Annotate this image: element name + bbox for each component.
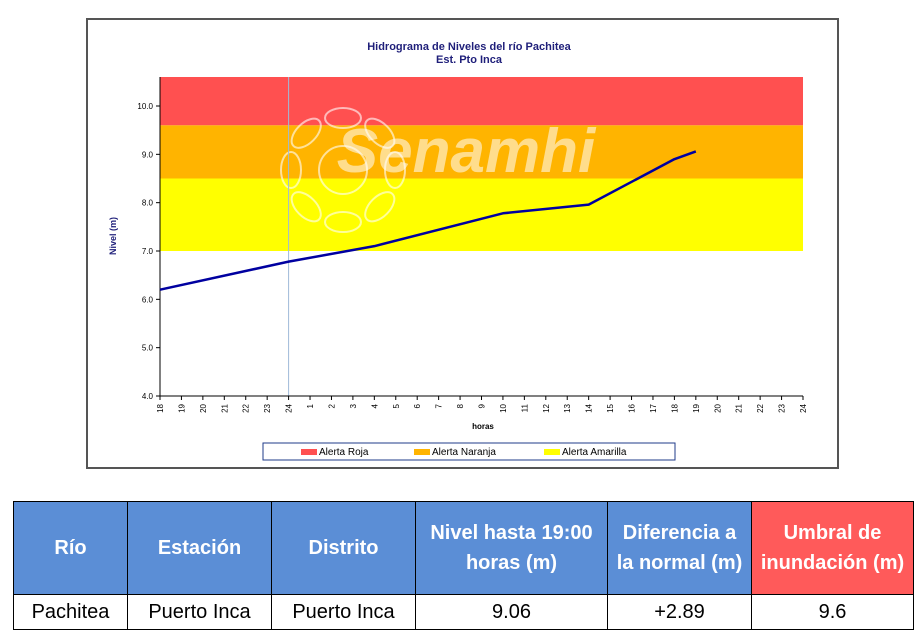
cell-flood-threshold: 9.6 xyxy=(751,594,914,630)
y-tick-label: 10.0 xyxy=(137,102,153,111)
x-tick-label: 19 xyxy=(177,403,186,412)
x-tick-label: 20 xyxy=(199,403,208,412)
y-tick-label: 8.0 xyxy=(142,199,154,208)
x-tick-label: 14 xyxy=(585,403,594,412)
y-tick-label: 7.0 xyxy=(142,247,154,256)
series-line-0 xyxy=(159,150,697,291)
logo-sun-ray xyxy=(290,191,322,223)
cell-river: Pachitea xyxy=(13,594,128,630)
x-tick-label: 20 xyxy=(713,403,722,412)
logo-sun-core xyxy=(318,145,368,195)
x-tick-label: 21 xyxy=(220,403,229,412)
logo-sun-ray xyxy=(290,117,322,149)
y-tick-label: 6.0 xyxy=(142,295,154,304)
x-tick-label: 6 xyxy=(413,403,422,408)
x-tick-label: 15 xyxy=(606,403,615,412)
legend-label-1: Alerta Naranja xyxy=(432,447,496,458)
header-difference: Diferencia a la normal (m) xyxy=(607,501,752,595)
chart-svg: Hidrograma de Niveles del río PachiteaEs… xyxy=(108,41,808,461)
alert-band-0 xyxy=(160,77,803,126)
x-tick-label: 10 xyxy=(499,403,508,412)
logo-sun-ray xyxy=(324,211,362,233)
header-level: Nivel hasta 19:00 horas (m) xyxy=(415,501,608,595)
chart-legend: Alerta Roja Alerta Naranja Alerta Amarilla xyxy=(262,442,676,461)
hydrograph-chart: Hidrograma de Niveles del río Pachitea Es… xyxy=(86,18,839,469)
logo-sun-ray xyxy=(384,151,406,189)
x-tick-label: 23 xyxy=(778,403,787,412)
x-tick-label: 12 xyxy=(542,403,551,412)
header-flood-threshold: Umbral de inundación (m) xyxy=(751,501,914,595)
cell-difference: +2.89 xyxy=(607,594,752,630)
header-river: Río xyxy=(13,501,128,595)
x-tick-label: 19 xyxy=(692,403,701,412)
legend-label-0: Alerta Roja xyxy=(319,447,369,458)
x-tick-label: 16 xyxy=(628,403,637,412)
legend-swatch-1 xyxy=(414,449,430,455)
x-tick-label: 21 xyxy=(735,403,744,412)
y-axis-label: Nivel (m) xyxy=(108,217,118,255)
x-tick-label: 4 xyxy=(370,403,379,408)
header-district: Distrito xyxy=(271,501,416,595)
x-tick-label: 7 xyxy=(435,403,444,408)
x-tick-label: 24 xyxy=(799,403,808,412)
header-station: Estación xyxy=(127,501,272,595)
y-tick-label: 4.0 xyxy=(142,392,154,401)
logo-sun-ray xyxy=(364,117,396,149)
x-tick-label: 8 xyxy=(456,403,465,408)
legend-label-2: Alerta Amarilla xyxy=(562,447,627,458)
logo-sun-ray xyxy=(364,191,396,223)
x-tick-label: 3 xyxy=(349,403,358,408)
table-header-row: Río Estación Distrito Nivel hasta 19:00 … xyxy=(13,501,914,595)
legend-swatch-2 xyxy=(544,449,560,455)
x-tick-label: 9 xyxy=(478,403,487,408)
chart-subtitle: Est. Pto Inca xyxy=(436,54,503,66)
legend-box xyxy=(262,442,676,461)
logo-sun-ray xyxy=(280,151,302,189)
y-tick-label: 9.0 xyxy=(142,150,154,159)
x-tick-label: 2 xyxy=(327,403,336,408)
y-tick-label: 5.0 xyxy=(142,344,154,353)
x-tick-label: 22 xyxy=(756,403,765,412)
river-level-table: Río Estación Distrito Nivel hasta 19:00 … xyxy=(13,501,914,630)
senamhi-logo-watermark xyxy=(280,107,406,233)
x-tick-label: 1 xyxy=(306,403,315,408)
cell-station: Puerto Inca xyxy=(127,594,272,630)
alert-band-2 xyxy=(160,178,803,251)
x-tick-label: 13 xyxy=(563,403,572,412)
legend-swatch-0 xyxy=(301,449,317,455)
cell-district: Puerto Inca xyxy=(271,594,416,630)
x-tick-label: 18 xyxy=(670,403,679,412)
chart-title: Hidrograma de Niveles del río Pachitea xyxy=(367,41,571,53)
logo-sun-ray xyxy=(324,107,362,129)
x-axis-label: horas xyxy=(472,422,494,431)
x-tick-label: 5 xyxy=(392,403,401,408)
watermark-text: Senamhi xyxy=(337,117,597,186)
cell-level: 9.06 xyxy=(415,594,608,630)
x-tick-label: 24 xyxy=(285,403,294,412)
x-tick-label: 23 xyxy=(263,403,272,412)
x-tick-label: 11 xyxy=(520,403,529,412)
x-tick-label: 18 xyxy=(156,403,165,412)
x-tick-label: 22 xyxy=(242,403,251,412)
table-row: Pachitea Puerto Inca Puerto Inca 9.06 +2… xyxy=(13,594,914,630)
x-tick-label: 17 xyxy=(649,403,658,412)
